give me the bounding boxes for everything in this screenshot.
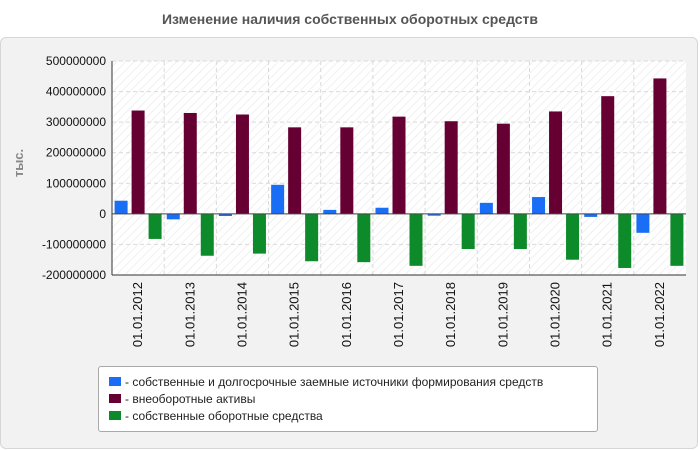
bar-series-0-0: [114, 200, 128, 214]
legend-label-sources: - собственные и долгосрочные заемные ист…: [125, 374, 544, 389]
y-axis-label: тыс.: [11, 149, 26, 177]
x-tick-label: 01.01.2019: [495, 282, 510, 347]
bar-series-0-10: [636, 213, 650, 233]
bar-series-2-3: [305, 213, 319, 262]
bar-series-0-6: [427, 213, 441, 216]
y-tick-label: 500000000: [46, 54, 106, 68]
x-tick-label: 01.01.2012: [130, 282, 145, 347]
legend-item-working-capital: - собственные оборотные средства: [109, 407, 589, 424]
bar-series-2-7: [513, 213, 527, 250]
chart-title: Изменение наличия собственных оборотных …: [161, 11, 539, 27]
bar-series-2-5: [409, 213, 423, 266]
bar-series-2-6: [461, 213, 475, 250]
bar-series-1-7: [496, 123, 510, 214]
bar-series-1-4: [340, 127, 354, 214]
y-tick-label: -100000000: [42, 237, 106, 251]
bar-series-2-2: [252, 213, 266, 254]
bar-series-1-6: [444, 121, 458, 214]
bars: [114, 78, 684, 268]
legend-swatch-sources: [109, 377, 121, 386]
bar-series-0-1: [166, 213, 180, 220]
x-tick-label: 01.01.2020: [548, 282, 563, 347]
bar-series-0-3: [271, 184, 285, 214]
legend: - собственные и долгосрочные заемные ист…: [98, 366, 598, 432]
bar-series-2-0: [148, 213, 162, 239]
x-tick-label: 01.01.2018: [443, 282, 458, 347]
y-tick-label: 100000000: [46, 176, 106, 190]
bar-series-2-4: [357, 213, 371, 263]
bar-series-1-1: [183, 112, 197, 214]
bar-series-1-9: [601, 96, 615, 214]
bar-series-0-5: [375, 207, 389, 214]
legend-item-sources: - собственные и долгосрочные заемные ист…: [109, 373, 589, 390]
x-tick-label: 01.01.2015: [287, 282, 302, 347]
bar-series-1-8: [549, 111, 563, 214]
x-tick-label: 01.01.2014: [234, 282, 249, 347]
bar-series-2-9: [618, 213, 632, 268]
y-tick-label: 0: [99, 207, 106, 221]
bar-series-0-8: [532, 197, 546, 214]
bar-series-0-2: [218, 213, 232, 216]
y-tick-label: -200000000: [42, 268, 106, 282]
bar-series-0-7: [479, 202, 493, 214]
legend-label-working-capital: - собственные оборотные средства: [125, 408, 323, 423]
x-tick-label: 01.01.2022: [652, 282, 667, 347]
x-tick-label: 01.01.2017: [391, 282, 406, 347]
bar-series-0-4: [323, 209, 337, 214]
bar-series-1-0: [131, 110, 145, 214]
y-tick-label: 200000000: [46, 146, 106, 160]
bar-series-1-2: [235, 114, 249, 214]
bar-series-2-8: [566, 213, 580, 260]
legend-swatch-working-capital: [109, 411, 121, 420]
bar-series-1-10: [653, 78, 667, 214]
y-tick-label: 300000000: [46, 115, 106, 129]
x-tick-label: 01.01.2021: [600, 282, 615, 347]
x-tick-label: 01.01.2013: [182, 282, 197, 347]
bar-series-0-9: [584, 213, 598, 217]
bar-series-2-1: [200, 213, 214, 256]
legend-label-noncurrent-assets: - внеоборотные активы: [125, 391, 256, 406]
axes: [111, 61, 686, 276]
legend-item-noncurrent-assets: - внеоборотные активы: [109, 390, 589, 407]
legend-swatch-noncurrent-assets: [109, 394, 121, 403]
axis-labels: 500000000 400000000 300000000 200000000 1000…: [42, 54, 667, 347]
bar-series-1-5: [392, 116, 406, 214]
x-tick-label: 01.01.2016: [339, 282, 354, 347]
bar-series-1-3: [288, 127, 302, 214]
y-tick-label: 400000000: [46, 85, 106, 99]
bar-series-2-10: [670, 213, 684, 266]
